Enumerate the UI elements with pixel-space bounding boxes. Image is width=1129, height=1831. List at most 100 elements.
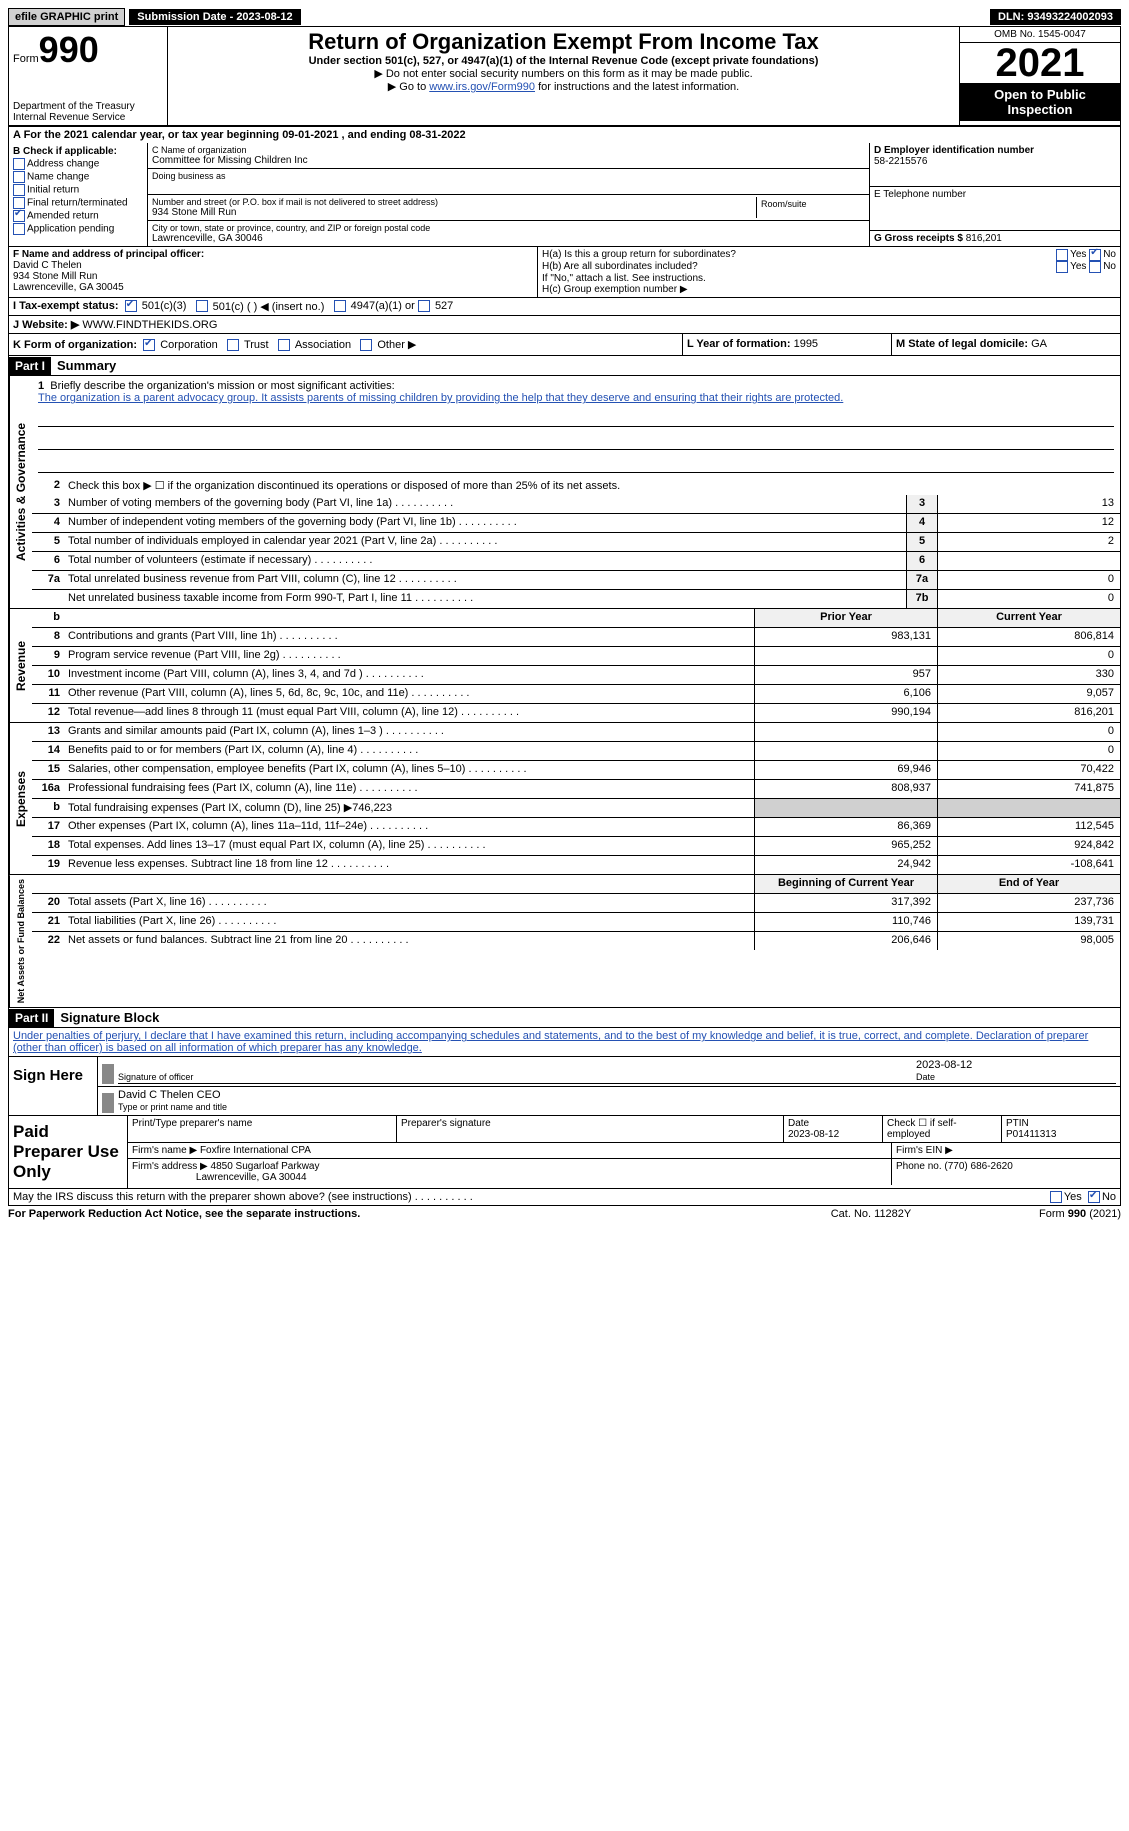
efile-button[interactable]: efile GRAPHIC print bbox=[8, 8, 125, 26]
arrow-icon bbox=[102, 1093, 114, 1113]
discuss-no: No bbox=[1102, 1191, 1116, 1203]
curr-val: 330 bbox=[937, 666, 1120, 684]
hb-q: H(b) Are all subordinates included? bbox=[542, 261, 1056, 273]
line-desc: Total assets (Part X, line 16) bbox=[64, 894, 754, 912]
officer-city: Lawrenceville, GA 30045 bbox=[13, 282, 533, 293]
form-footer: Form 990 (2021) bbox=[971, 1208, 1121, 1220]
chk-other[interactable] bbox=[360, 339, 372, 351]
chk-address[interactable] bbox=[13, 158, 25, 170]
line-num: 8 bbox=[32, 628, 64, 646]
line-desc: Contributions and grants (Part VIII, lin… bbox=[64, 628, 754, 646]
street-lbl: Number and street (or P.O. box if mail i… bbox=[152, 197, 756, 207]
line-val bbox=[937, 552, 1120, 570]
hb-no: No bbox=[1103, 261, 1116, 273]
line-num: 6 bbox=[32, 552, 64, 570]
chk-501c3[interactable] bbox=[125, 300, 137, 312]
officer-street: 934 Stone Mill Run bbox=[13, 271, 533, 282]
prior-val bbox=[754, 647, 937, 665]
lbl-initial: Initial return bbox=[27, 185, 79, 196]
line-num: 5 bbox=[32, 533, 64, 551]
chk-hb-yes[interactable] bbox=[1056, 261, 1068, 273]
curr-val: 816,201 bbox=[937, 704, 1120, 722]
section-j: J Website: ▶ WWW.FINDTHEKIDS.ORG bbox=[8, 316, 1121, 334]
chk-501c[interactable] bbox=[196, 300, 208, 312]
col-end: End of Year bbox=[937, 875, 1120, 893]
line-num: 7a bbox=[32, 571, 64, 589]
line-desc: Total fundraising expenses (Part IX, col… bbox=[64, 799, 754, 817]
chk-discuss-yes[interactable] bbox=[1050, 1191, 1062, 1203]
sig-name: David C Thelen CEO bbox=[118, 1089, 221, 1101]
chk-4947[interactable] bbox=[334, 300, 346, 312]
firm-addr2: Lawrenceville, GA 30044 bbox=[196, 1172, 307, 1183]
chk-ha-no[interactable] bbox=[1089, 249, 1101, 261]
room-lbl: Room/suite bbox=[761, 199, 861, 209]
firm-phone: (770) 686-2620 bbox=[944, 1161, 1012, 1172]
line-num: 4 bbox=[32, 514, 64, 532]
line-num: 9 bbox=[32, 647, 64, 665]
line2-desc: Check this box ▶ ☐ if the organization d… bbox=[64, 477, 1120, 495]
prior-val: 983,131 bbox=[754, 628, 937, 646]
lbl-address: Address change bbox=[27, 159, 99, 170]
line-desc: Salaries, other compensation, employee b… bbox=[64, 761, 754, 779]
chk-discuss-no[interactable] bbox=[1088, 1191, 1100, 1203]
l-val: 1995 bbox=[794, 338, 818, 350]
i-501c: 501(c) ( ) ◀ (insert no.) bbox=[213, 300, 325, 313]
chk-hb-no[interactable] bbox=[1089, 261, 1101, 273]
section-l: L Year of formation: 1995 bbox=[682, 334, 891, 355]
hb-yes: Yes bbox=[1070, 261, 1086, 273]
prior-val: 990,194 bbox=[754, 704, 937, 722]
chk-ha-yes[interactable] bbox=[1056, 249, 1068, 261]
street: 934 Stone Mill Run bbox=[152, 207, 756, 218]
chk-527[interactable] bbox=[418, 300, 430, 312]
city-lbl: City or town, state or province, country… bbox=[152, 223, 865, 233]
part1-hdr: Part I bbox=[9, 357, 51, 375]
chk-trust[interactable] bbox=[227, 339, 239, 351]
prior-val: 965,252 bbox=[754, 837, 937, 855]
form990-link[interactable]: www.irs.gov/Form990 bbox=[429, 81, 535, 93]
sig-name-lbl: Type or print name and title bbox=[118, 1102, 227, 1112]
form-header: Form990 Department of the Treasury Inter… bbox=[8, 26, 1121, 127]
declaration: Under penalties of perjury, I declare th… bbox=[8, 1028, 1121, 1057]
line-desc: Number of independent voting members of … bbox=[64, 514, 906, 532]
line2-num: 2 bbox=[32, 477, 64, 495]
irs-label: Internal Revenue Service bbox=[13, 112, 163, 123]
chk-initial[interactable] bbox=[13, 184, 25, 196]
gross-receipts: 816,201 bbox=[966, 233, 1002, 244]
line-desc: Net assets or fund balances. Subtract li… bbox=[64, 932, 754, 950]
line-num: 11 bbox=[32, 685, 64, 703]
vtab-activities: Activities & Governance bbox=[9, 376, 32, 608]
vtab-revenue: Revenue bbox=[9, 609, 32, 722]
k-other: Other ▶ bbox=[377, 339, 416, 351]
line-desc: Number of voting members of the governin… bbox=[64, 495, 906, 513]
chk-amended[interactable] bbox=[13, 210, 25, 222]
line-box: 3 bbox=[906, 495, 937, 513]
prior-val: 317,392 bbox=[754, 894, 937, 912]
curr-val: 924,842 bbox=[937, 837, 1120, 855]
line-val: 0 bbox=[937, 590, 1120, 608]
ptin-lbl: PTIN bbox=[1006, 1118, 1029, 1129]
sig-officer-lbl: Signature of officer bbox=[118, 1072, 193, 1082]
form-word: Form bbox=[13, 53, 39, 65]
city: Lawrenceville, GA 30046 bbox=[152, 233, 865, 244]
form-title: Return of Organization Exempt From Incom… bbox=[174, 29, 953, 55]
row-a-tax-year: A For the 2021 calendar year, or tax yea… bbox=[8, 127, 1121, 143]
ha-q: H(a) Is this a group return for subordin… bbox=[542, 249, 1056, 261]
firm-ein-lbl: Firm's EIN ▶ bbox=[896, 1145, 953, 1156]
chk-assoc[interactable] bbox=[278, 339, 290, 351]
curr-val: 139,731 bbox=[937, 913, 1120, 931]
org-name: Committee for Missing Children Inc bbox=[152, 155, 865, 166]
lbl-final: Final return/terminated bbox=[27, 198, 128, 209]
part2-title: Signature Block bbox=[54, 1008, 165, 1027]
chk-corp[interactable] bbox=[143, 339, 155, 351]
section-k: K Form of organization: Corporation Trus… bbox=[9, 334, 682, 355]
f-lbl: F Name and address of principal officer: bbox=[13, 249, 204, 260]
firm-name: Foxfire International CPA bbox=[200, 1145, 311, 1156]
curr-val: 98,005 bbox=[937, 932, 1120, 950]
line-num: 15 bbox=[32, 761, 64, 779]
hc: H(c) Group exemption number ▶ bbox=[542, 284, 1116, 295]
discuss-q: May the IRS discuss this return with the… bbox=[13, 1191, 1050, 1203]
chk-name[interactable] bbox=[13, 171, 25, 183]
chk-pending[interactable] bbox=[13, 223, 25, 235]
addr-lbl: Firm's address ▶ bbox=[132, 1161, 208, 1172]
lbl-pending: Application pending bbox=[27, 224, 114, 235]
